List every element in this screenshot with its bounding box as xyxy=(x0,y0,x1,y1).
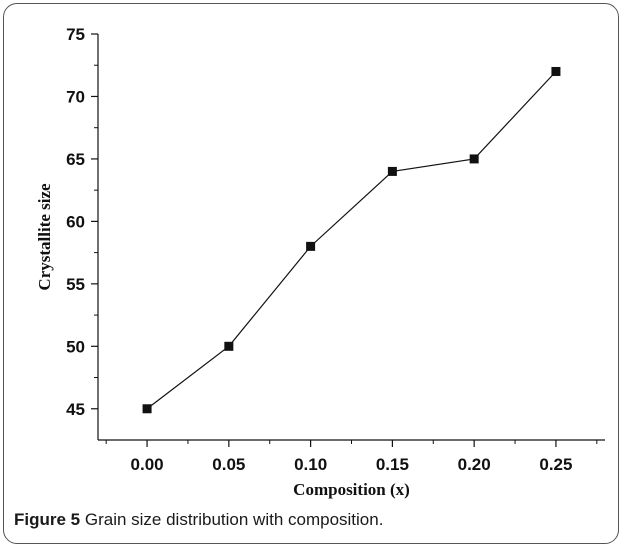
x-tick-label: 0.00 xyxy=(131,455,164,474)
x-tick-label: 0.05 xyxy=(212,455,245,474)
plot-area: 0.00 0.05 0.10 0.15 0.20 0.25 45 50 55 60 65 70 75 Co… xyxy=(35,25,605,499)
x-axis-title: Composition (x) xyxy=(293,480,410,499)
series-line xyxy=(146,71,557,410)
data-point xyxy=(142,404,152,414)
data-point xyxy=(387,166,397,176)
figure-caption: Figure 5 Grain size distribution with co… xyxy=(14,510,383,530)
line-chart: 0.00 0.05 0.10 0.15 0.20 0.25 45 50 55 60 65 70 75 Co… xyxy=(35,25,605,499)
x-tick-label: 0.20 xyxy=(458,455,491,474)
y-tick-label: 45 xyxy=(66,400,85,419)
x-tick-label: 0.10 xyxy=(294,455,327,474)
y-tick-label: 65 xyxy=(66,150,85,169)
y-tick-label: 50 xyxy=(66,337,85,356)
figure-frame xyxy=(3,3,619,544)
y-axis-title: Crystallite size xyxy=(35,183,54,291)
x-tick-label: 0.25 xyxy=(539,455,572,474)
figure-label: Figure 5 xyxy=(14,510,81,529)
data-point xyxy=(551,66,561,76)
y-tick-label: 55 xyxy=(66,275,85,294)
x-tick-label: 0.15 xyxy=(376,455,409,474)
y-tick-label: 60 xyxy=(66,212,85,231)
data-point xyxy=(306,241,316,251)
y-tick-label: 70 xyxy=(66,87,85,106)
data-point xyxy=(469,154,479,164)
data-point xyxy=(224,341,234,351)
caption-text: Grain size distribution with composition… xyxy=(84,510,384,529)
y-tick-label: 75 xyxy=(66,25,85,44)
